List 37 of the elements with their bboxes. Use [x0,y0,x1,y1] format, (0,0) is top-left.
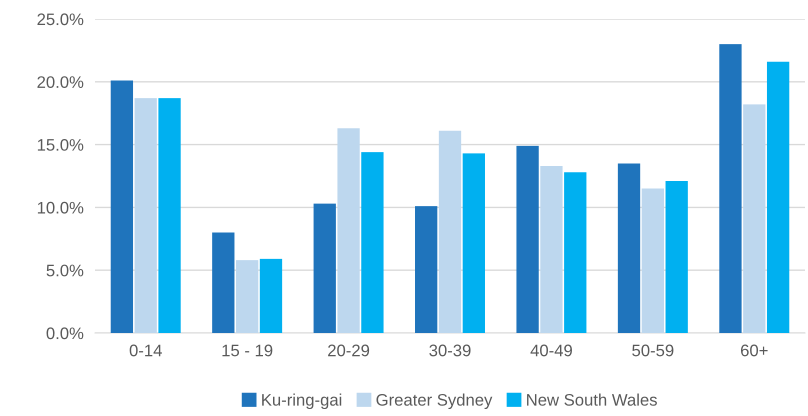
bar [719,44,742,333]
x-tick-label: 30-39 [429,344,471,356]
y-tick-label: 25.0% [37,13,84,26]
bar [212,232,234,333]
bar [743,104,766,333]
bar [158,98,181,333]
y-tick-label: 20.0% [37,76,84,88]
bar [337,128,360,333]
bar [361,152,384,333]
y-tick-label: 0.0% [46,327,84,340]
y-tick-label: 5.0% [46,264,84,276]
bar [564,172,586,333]
bar [766,62,790,333]
x-tick-label: 60+ [740,344,768,356]
bar [314,204,336,333]
bar [415,206,438,333]
legend-label: Greater Sydney [376,394,492,410]
x-tick-label: 0-14 [130,344,162,356]
y-tick-label: 10.0% [38,202,84,214]
legend-label: Ku-ring-gai [262,394,342,410]
legend-label: New South Wales [527,394,657,406]
bar [134,98,157,333]
bar [110,80,134,333]
bar [462,153,485,333]
bar [516,146,539,333]
bar [260,258,282,333]
bar [618,163,640,333]
bar [236,260,258,333]
x-tick-label: 40-49 [530,344,572,356]
y-tick-label: 15.0% [38,139,84,151]
bar [666,181,688,333]
bar [642,188,664,333]
bar [438,130,462,333]
x-tick-label: 15 - 19 [222,344,272,356]
x-tick-label: 20-29 [328,344,370,356]
x-tick-label: 50-59 [632,344,674,356]
bar [540,166,563,333]
